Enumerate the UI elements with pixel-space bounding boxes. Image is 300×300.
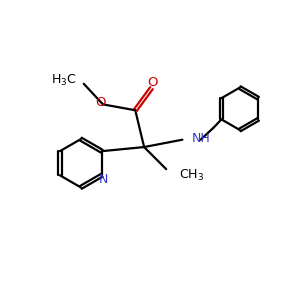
Text: NH: NH bbox=[192, 132, 211, 145]
Text: O: O bbox=[95, 96, 106, 110]
Text: H$_3$C: H$_3$C bbox=[51, 73, 76, 88]
Text: CH$_3$: CH$_3$ bbox=[178, 168, 204, 183]
Text: O: O bbox=[148, 76, 158, 89]
Text: N: N bbox=[98, 173, 108, 186]
